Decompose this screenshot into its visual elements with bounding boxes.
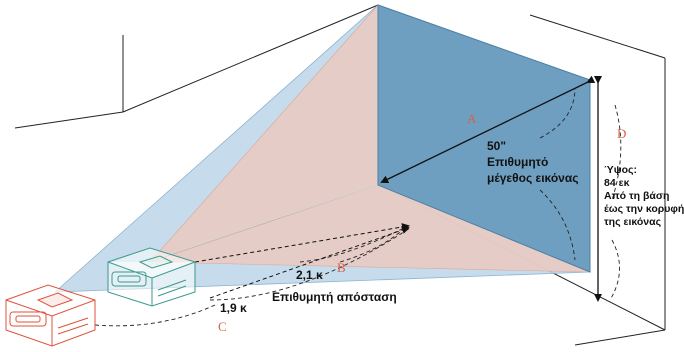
screen-label-line1: Επιθυμητό xyxy=(487,155,548,169)
height-line5: της εικόνας xyxy=(604,216,662,228)
screen-label-line2: μέγεθος εικόνας xyxy=(487,171,578,185)
height-line3: Από τη βάση xyxy=(604,190,669,202)
height-line4: έως την κορυφή xyxy=(604,203,684,215)
distance-near: 1,9 κ xyxy=(220,301,247,315)
label-b: B xyxy=(337,260,346,275)
projector-near xyxy=(5,284,96,347)
distance-arrow-far xyxy=(194,223,410,263)
label-c: C xyxy=(218,319,227,334)
height-line2: 84 εκ xyxy=(604,177,630,189)
label-d: D xyxy=(617,126,626,141)
label-a: A xyxy=(467,111,477,126)
distance-arrow-near xyxy=(209,226,410,299)
distance-label: Επιθυμητή απόσταση xyxy=(272,290,397,304)
distance-far: 2,1 κ xyxy=(296,268,323,282)
diagonal-arrow xyxy=(380,75,596,183)
height-line1: Ύψος: xyxy=(604,164,637,176)
screen-size: 50" xyxy=(487,139,506,153)
projector-far xyxy=(107,247,196,307)
